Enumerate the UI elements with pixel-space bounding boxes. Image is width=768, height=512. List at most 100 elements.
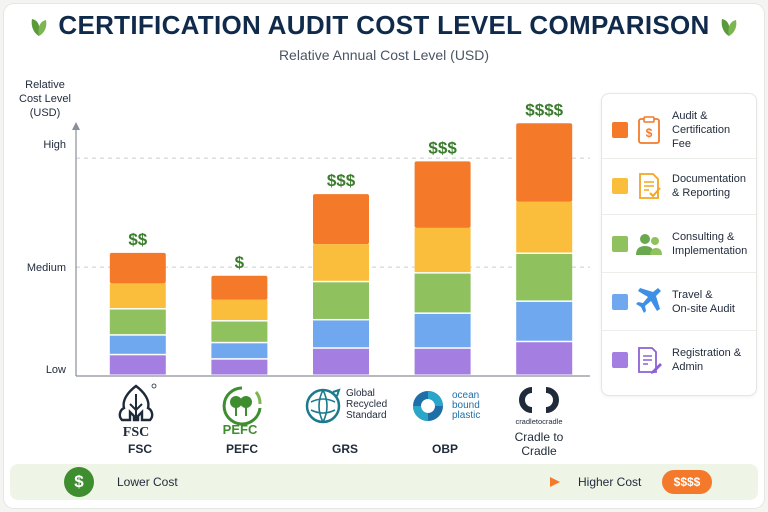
clipboard-dollar-icon: $ — [638, 116, 660, 144]
bar-segment-3 — [516, 253, 573, 301]
y-axis-label-line: Cost Level — [19, 93, 71, 105]
legend-label-line: Audit & — [672, 110, 708, 122]
obp-logo-line: bound — [452, 400, 480, 411]
bar-segment-3 — [313, 282, 369, 319]
pefc-trees-logo: PEFC — [222, 386, 262, 437]
legend-item-travel: Travel & On-site Audit — [602, 274, 756, 331]
legend-label-line: Registration & — [672, 347, 742, 359]
legend-label: Registration & Admin — [672, 332, 754, 388]
leaf-icon — [32, 19, 47, 37]
cert-name-grs: GRS — [331, 442, 358, 456]
bar-segment-5 — [516, 123, 573, 202]
bar-segment-2 — [516, 301, 573, 341]
chart-title-text: CERTIFICATION AUDIT COST LEVEL COMPARISO… — [58, 10, 710, 40]
y-axis-label-line: (USD) — [29, 107, 61, 119]
grs-logo-line: Recycled — [346, 399, 388, 410]
y-axis-label-line: Relative — [25, 79, 65, 91]
bar-segment-3 — [109, 309, 166, 335]
chart-legend: $ Audit & Certification Fee Documentatio… — [601, 93, 757, 396]
legend-item-registration: Registration & Admin — [602, 332, 756, 388]
legend-label-line: Consulting & — [672, 231, 735, 243]
obp-logo-line: ocean — [452, 390, 480, 401]
cost-level-label: $$$ — [327, 171, 356, 190]
bar-segment-1 — [414, 348, 471, 375]
bar-segment-1 — [516, 342, 573, 375]
svg-text:$: $ — [646, 126, 653, 140]
grs-logo-line: Standard — [346, 410, 387, 421]
bar-segment-2 — [109, 335, 166, 354]
cert-name-c2c-line: Cradle to — [514, 430, 564, 444]
higher-cost-badge: $$$$ — [662, 470, 712, 494]
legend-label-line: Fee — [672, 138, 691, 150]
bar-segment-1 — [313, 348, 369, 375]
bar-segment-2 — [313, 320, 369, 348]
people-icon — [636, 234, 662, 255]
obp-logo-text: ocean bound plastic — [452, 391, 480, 421]
bar-segment-1 — [211, 359, 268, 375]
bar-segment-3 — [414, 273, 471, 313]
c2c-loops-logo: cradletocradle — [515, 387, 563, 426]
legend-swatch — [612, 352, 628, 368]
pefc-logo-text: PEFC — [223, 422, 258, 437]
cost-level-label: $$$$ — [525, 100, 563, 119]
cert-name-c2c-line: Cradle — [521, 444, 557, 458]
legend-label-line: Implementation — [672, 245, 748, 257]
bar-segment-5 — [109, 252, 166, 284]
chart-subtitle: Relative Annual Cost Level (USD) — [278, 47, 490, 63]
cost-level-label: $$ — [128, 230, 147, 249]
document-check-icon — [639, 173, 661, 199]
leaf-icon — [721, 19, 736, 37]
legend-swatch — [612, 294, 628, 310]
legend-item-audit-fee: $ Audit & Certification Fee — [602, 102, 756, 159]
legend-label-line: Travel & — [672, 289, 713, 301]
cert-name-fsc: FSC — [128, 442, 152, 456]
y-tick-label-high: High — [43, 139, 66, 151]
bar-segment-2 — [414, 313, 471, 348]
obp-swirl-logo — [413, 391, 443, 421]
bar-segment-1 — [109, 355, 166, 375]
bar-segment-4 — [211, 299, 268, 321]
grs-logo-line: Global — [346, 388, 375, 399]
bar-segment-4 — [414, 227, 471, 273]
fsc-logo-text: FSC — [123, 425, 149, 438]
bar-segment-4 — [516, 201, 573, 253]
grs-globe-logo — [305, 388, 341, 424]
legend-label-line: Documentation — [672, 173, 746, 185]
lower-cost-coin-icon: $ — [64, 467, 94, 497]
bar-segment-4 — [313, 244, 369, 281]
legend-label: Audit & Certification Fee — [672, 102, 754, 158]
bar-segment-5 — [313, 194, 369, 245]
cost-level-label: $$$ — [428, 138, 457, 157]
c2c-logo-text: cradletocradle — [515, 417, 562, 426]
legend-item-documentation: Documentation & Reporting — [602, 158, 756, 215]
higher-cost-label: Higher Cost — [578, 475, 642, 489]
y-tick-label-medium: Medium — [26, 262, 66, 274]
legend-swatch — [612, 122, 628, 138]
legend-item-consulting: Consulting & Implementation — [602, 216, 756, 273]
bar-segment-5 — [414, 161, 471, 228]
cert-name-c2c: Cradle to Cradle — [494, 430, 584, 458]
airplane-icon — [636, 288, 661, 313]
bar-segment-4 — [109, 283, 166, 309]
bar-segment-5 — [211, 275, 268, 300]
bar-segment-2 — [211, 343, 268, 359]
cert-name-obp: OBP — [431, 442, 458, 456]
y-tick-label-low: Low — [45, 364, 66, 376]
legend-label: Documentation & Reporting — [672, 158, 754, 214]
legend-label-line: Certification — [672, 124, 731, 136]
cert-name-pefc: PEFC — [225, 442, 258, 456]
legend-label-line: Admin — [672, 361, 704, 373]
grs-logo-text: Global Recycled Standard — [346, 388, 387, 421]
legend-label-line: On-site Audit — [672, 303, 735, 315]
bar-segment-3 — [211, 321, 268, 342]
y-axis-arrowhead — [72, 122, 80, 130]
fsc-tree-logo: FSC — [118, 383, 157, 438]
chart-title: CERTIFICATION AUDIT COST LEVEL COMPARISO… — [0, 10, 768, 41]
form-pen-icon — [638, 347, 662, 374]
legend-swatch — [612, 178, 628, 194]
legend-label: Travel & On-site Audit — [672, 274, 754, 330]
lower-cost-label: Lower Cost — [117, 475, 178, 489]
cost-level-label: $ — [235, 253, 245, 272]
legend-swatch — [612, 236, 628, 252]
